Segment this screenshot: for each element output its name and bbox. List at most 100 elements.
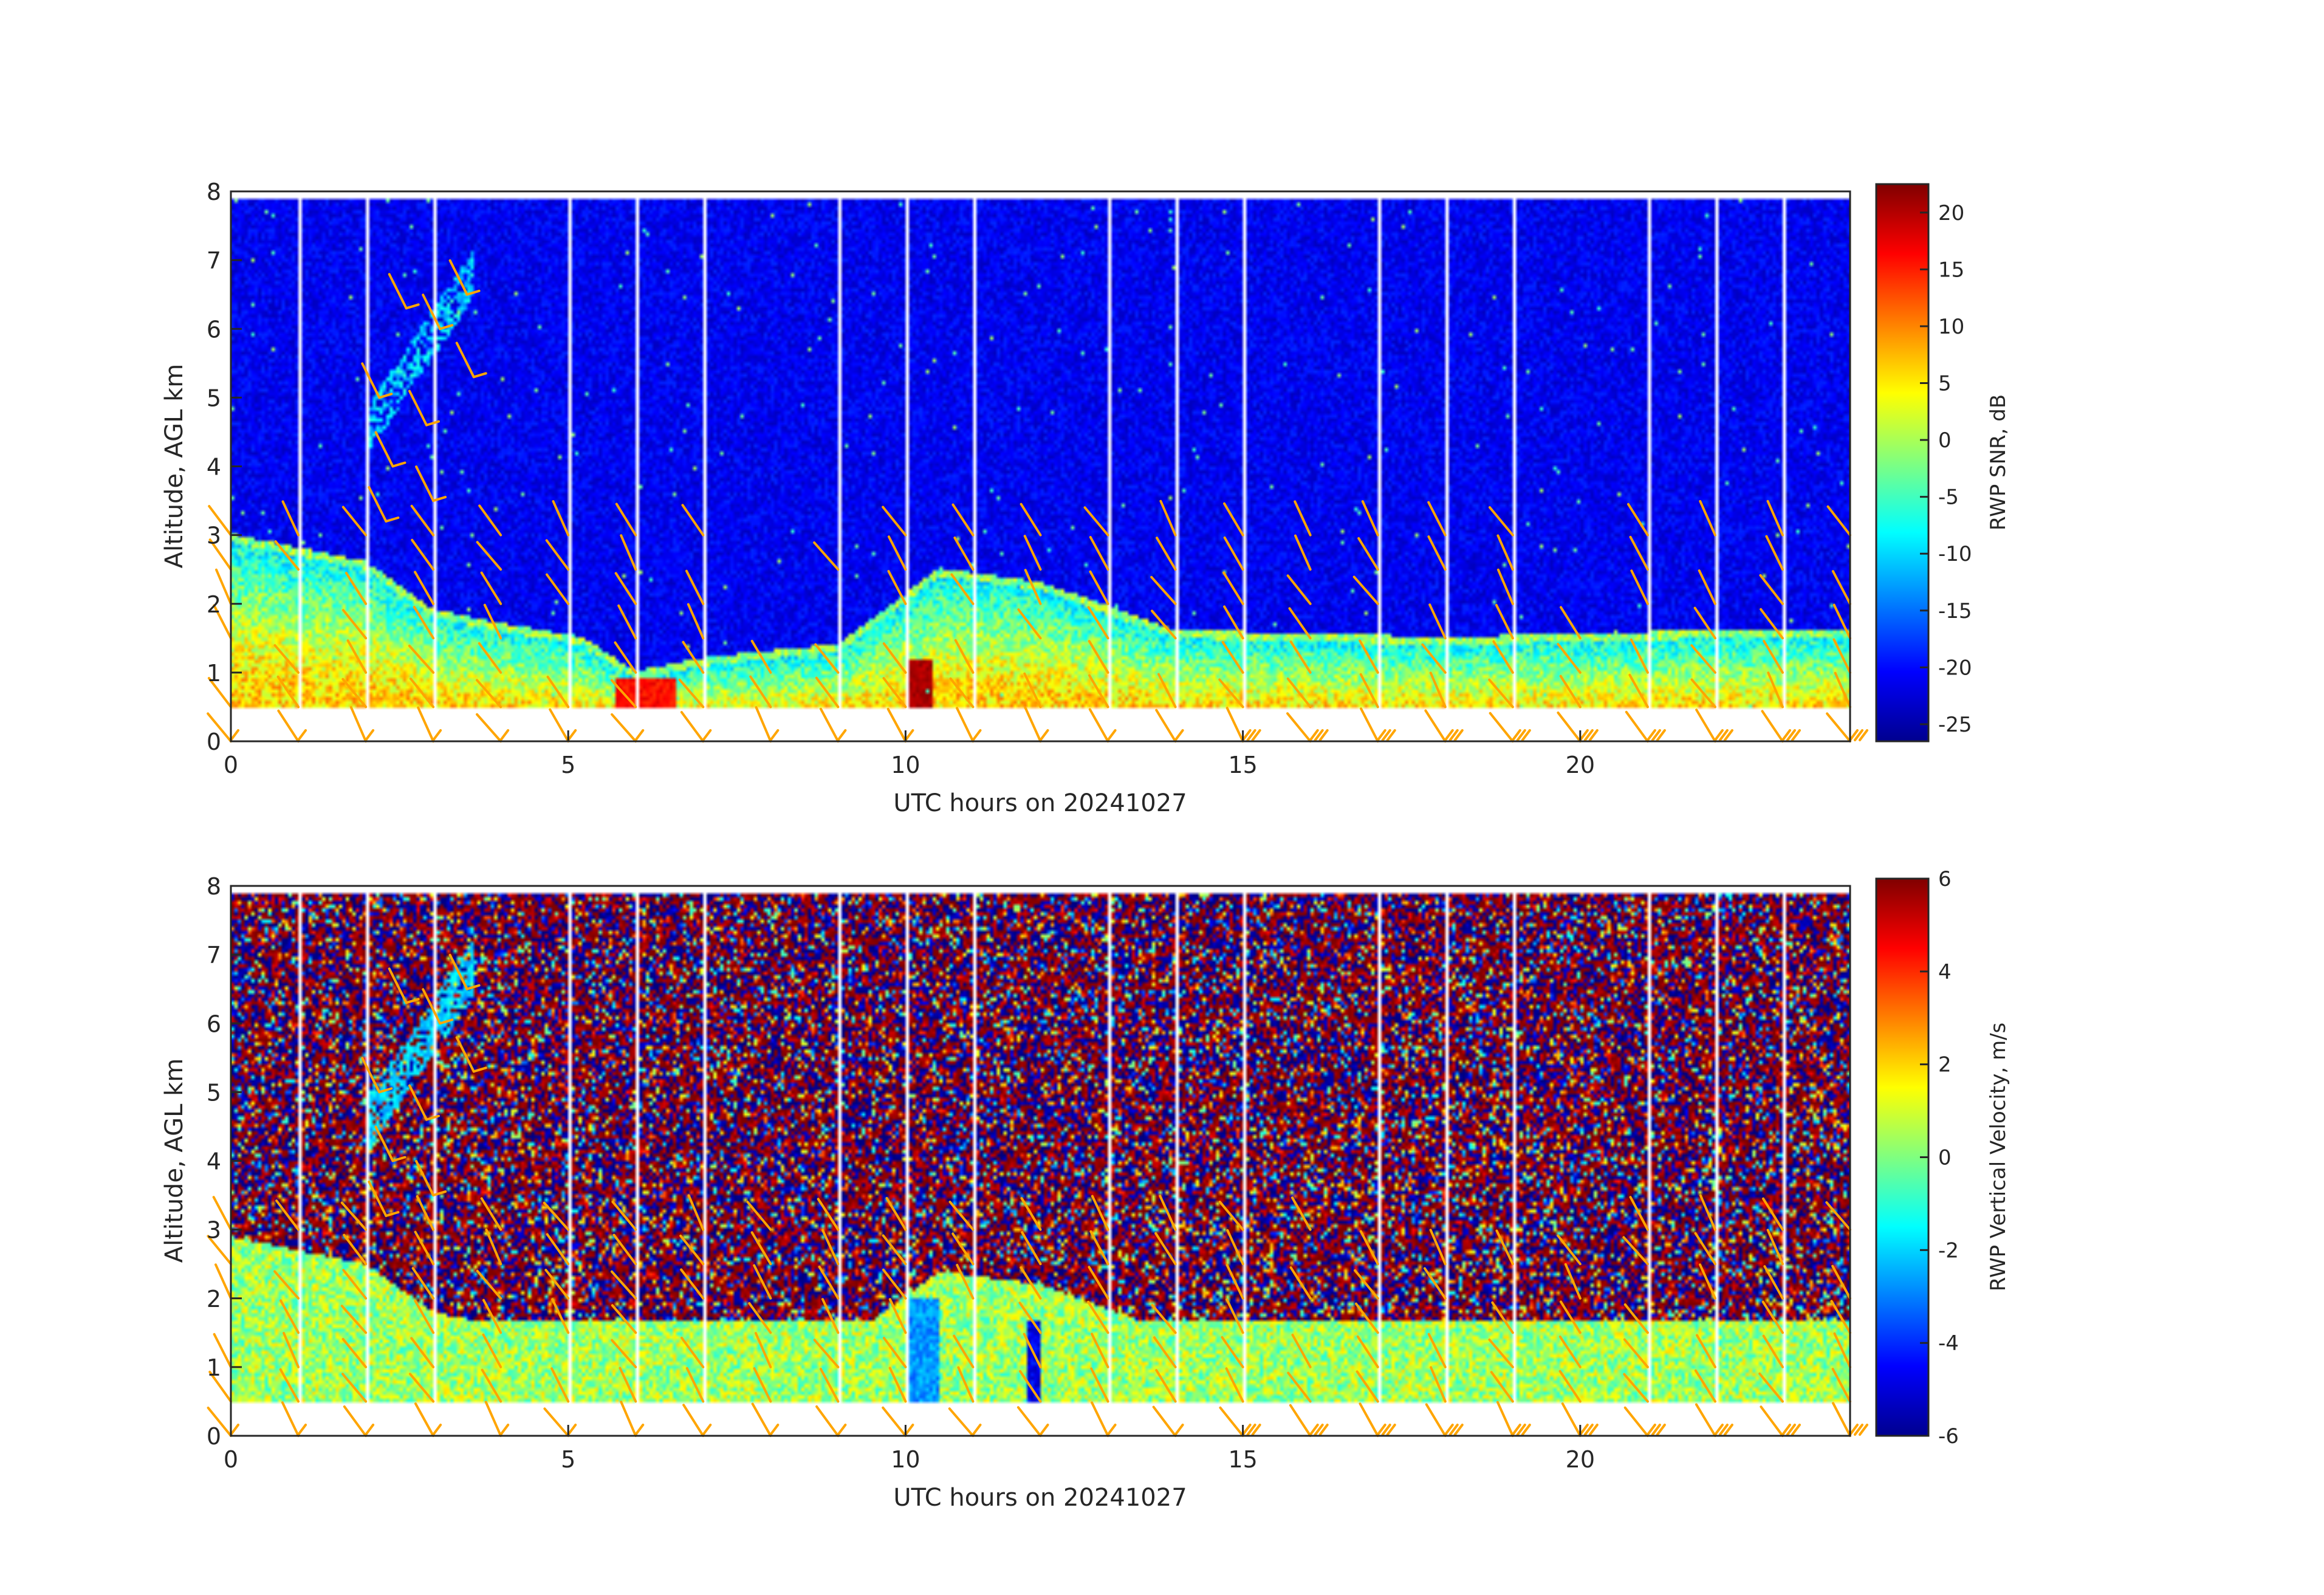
wind-barb-shaft bbox=[1695, 1403, 1716, 1437]
wind-barb-flag bbox=[405, 303, 420, 310]
wind-barb-shaft bbox=[1091, 1401, 1109, 1437]
colorbar-tick-label: 10 bbox=[1938, 315, 1964, 339]
wind-barb-flag bbox=[1651, 1424, 1661, 1436]
wind-barb-flag bbox=[1309, 729, 1319, 741]
wind-barb-flag bbox=[378, 1087, 393, 1094]
wind-barb-shaft bbox=[1151, 609, 1177, 640]
wind-barb-shaft bbox=[1218, 1201, 1244, 1231]
wind-barb-shaft bbox=[1221, 640, 1244, 674]
wind-barb-shaft bbox=[455, 1036, 475, 1073]
wind-barb-shaft bbox=[1490, 1371, 1514, 1403]
wind-barb-flag bbox=[634, 1424, 645, 1436]
wind-barb-shaft bbox=[283, 1331, 300, 1368]
wind-barb-shaft bbox=[682, 640, 705, 674]
wind-barb-shaft bbox=[1833, 1332, 1851, 1368]
velocity-colorbar-ticks: 6 4 2 0 -2 -4 -6 bbox=[1920, 867, 1959, 1449]
wind-barb-flag bbox=[1376, 729, 1387, 741]
wind-barb-shaft bbox=[1626, 503, 1649, 537]
wind-barb-shaft bbox=[374, 431, 394, 468]
wind-barb-shaft bbox=[1088, 1266, 1109, 1300]
wind-barb-shaft bbox=[1223, 502, 1244, 537]
y-tick-label: 7 bbox=[207, 942, 221, 969]
wind-barb-shaft bbox=[1088, 674, 1109, 708]
wind-barb-flag bbox=[1241, 1424, 1252, 1436]
wind-barb-shaft bbox=[1024, 706, 1042, 743]
wind-barb-shaft bbox=[1089, 1230, 1109, 1266]
wind-barb-flag bbox=[1453, 1424, 1464, 1436]
wind-barb-shaft bbox=[341, 677, 368, 708]
wind-barb-flag bbox=[1849, 729, 1859, 741]
wind-barb-flag bbox=[1646, 729, 1656, 741]
wind-barb-shaft bbox=[1694, 1232, 1716, 1266]
wind-barb-flag bbox=[1174, 1424, 1184, 1436]
wind-barb-shaft bbox=[415, 1160, 435, 1197]
y-tick-label: 0 bbox=[207, 729, 221, 755]
wind-barb-shaft bbox=[1354, 1269, 1379, 1300]
wind-barb-shaft bbox=[682, 1404, 705, 1437]
colorbar-tick-label: -20 bbox=[1938, 656, 1972, 680]
velocity-y-ticks: 0 1 2 3 4 5 6 7 8 bbox=[207, 873, 242, 1450]
wind-barb-shaft bbox=[885, 1197, 907, 1231]
wind-barb-shaft bbox=[214, 1263, 232, 1300]
y-tick-label: 3 bbox=[207, 523, 221, 549]
wind-barb-shaft bbox=[882, 1337, 907, 1368]
wind-barb-shaft bbox=[1225, 1367, 1244, 1403]
wind-barb-shaft bbox=[340, 1305, 368, 1334]
wind-barb-flag bbox=[1656, 729, 1666, 741]
wind-barb-shaft bbox=[1488, 1338, 1514, 1368]
wind-barb-shaft bbox=[821, 1229, 840, 1266]
wind-barb-shaft bbox=[1760, 608, 1784, 640]
wind-barb-shaft bbox=[1695, 708, 1716, 743]
wind-barb-shaft bbox=[414, 1230, 435, 1266]
wind-barb-shaft bbox=[1020, 1266, 1042, 1300]
wind-barb-shaft bbox=[1694, 1369, 1716, 1403]
wind-barb-flag bbox=[1656, 1424, 1666, 1436]
wind-barb-shaft bbox=[948, 1201, 975, 1231]
wind-barb-shaft bbox=[279, 1299, 300, 1334]
wind-barb-shaft bbox=[1623, 1303, 1649, 1334]
wind-barb-shaft bbox=[753, 1367, 772, 1403]
wind-barb-shaft bbox=[1832, 1402, 1851, 1437]
wind-barb-flag bbox=[1386, 1424, 1396, 1436]
wind-barb-shaft bbox=[819, 707, 840, 743]
wind-barb-shaft bbox=[886, 707, 907, 743]
wind-barb-shaft bbox=[1557, 642, 1582, 674]
wind-barb-shaft bbox=[680, 1336, 705, 1368]
wind-barb-shaft bbox=[1629, 1196, 1649, 1231]
wind-barb-shaft bbox=[815, 676, 840, 708]
wind-barb-shaft bbox=[448, 259, 468, 296]
wind-barb-shaft bbox=[480, 571, 502, 605]
colorbar-tick-label: -15 bbox=[1938, 599, 1972, 623]
wind-barb-flag bbox=[391, 1156, 406, 1162]
wind-barb-shaft bbox=[414, 1402, 435, 1437]
wind-barb-shaft bbox=[614, 572, 637, 605]
wind-barb-shaft bbox=[349, 706, 368, 743]
wind-barb-shaft bbox=[1359, 707, 1379, 743]
wind-barb-shaft bbox=[1834, 671, 1851, 708]
wind-barb-flag bbox=[1246, 1424, 1256, 1436]
wind-barb-shaft bbox=[1698, 569, 1716, 605]
wind-barb-shaft bbox=[341, 1337, 368, 1368]
wind-barb-shaft bbox=[410, 504, 435, 537]
wind-barb-shaft bbox=[1832, 638, 1851, 674]
wind-barb-shaft bbox=[481, 1368, 502, 1403]
wind-barb-shaft bbox=[1020, 1197, 1042, 1231]
wind-barb-shaft bbox=[410, 677, 435, 708]
wind-barb-flag bbox=[1444, 1424, 1454, 1436]
wind-barb-flag bbox=[425, 1114, 440, 1121]
wind-barb-shaft bbox=[882, 1234, 907, 1266]
wind-barb-shaft bbox=[746, 1201, 772, 1231]
wind-barb-flag bbox=[702, 729, 712, 741]
wind-barb-shaft bbox=[953, 536, 975, 571]
wind-barb-flag bbox=[1106, 729, 1117, 741]
wind-barb-shaft bbox=[212, 1196, 232, 1231]
wind-barb-shaft bbox=[1018, 1302, 1042, 1334]
wind-barb-shaft bbox=[951, 1232, 975, 1266]
colorbar-tick-label: -10 bbox=[1938, 542, 1972, 566]
colorbar-tick-label: -2 bbox=[1938, 1238, 1959, 1263]
wind-barb-flag bbox=[1318, 1424, 1329, 1436]
wind-barb-flag bbox=[1781, 729, 1791, 741]
wind-barb-shaft bbox=[207, 1406, 232, 1437]
wind-barb-shaft bbox=[1760, 1405, 1784, 1437]
colorbar-tick-label: -6 bbox=[1938, 1424, 1959, 1449]
